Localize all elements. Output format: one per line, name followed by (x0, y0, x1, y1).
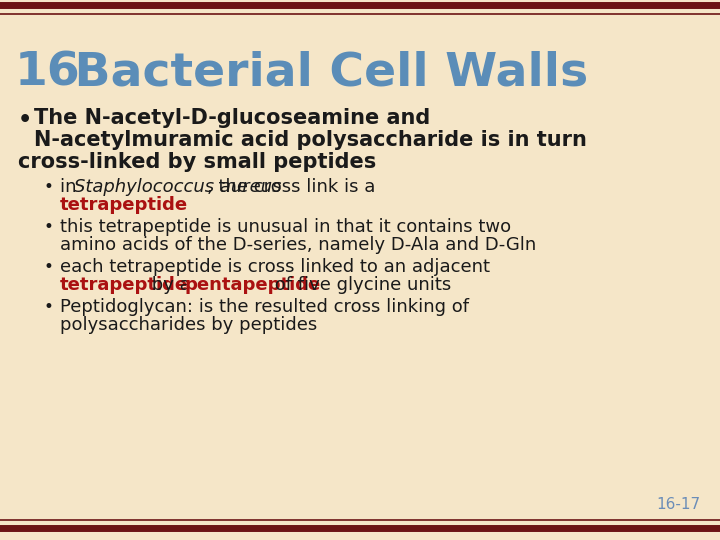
Text: The N-acetyl-D-glucoseamine and: The N-acetyl-D-glucoseamine and (34, 108, 431, 128)
Text: by a: by a (146, 276, 197, 294)
Text: 16-17: 16-17 (656, 497, 700, 512)
Text: •: • (44, 178, 54, 196)
Text: 16: 16 (15, 50, 81, 95)
Text: , the cross link is a: , the cross link is a (207, 178, 375, 196)
Text: of five glycine units: of five glycine units (269, 276, 451, 294)
Text: cross-linked by small peptides: cross-linked by small peptides (18, 152, 377, 172)
Text: •: • (44, 218, 54, 236)
Text: amino acids of the D-series, namely D-Ala and D-Gln: amino acids of the D-series, namely D-Al… (60, 236, 536, 254)
Text: polysaccharides by peptides: polysaccharides by peptides (60, 316, 318, 334)
Text: this tetrapeptide is unusual in that it contains two: this tetrapeptide is unusual in that it … (60, 218, 511, 236)
Text: in: in (60, 178, 82, 196)
Text: tetrapeptide: tetrapeptide (60, 276, 188, 294)
Text: each tetrapeptide is cross linked to an adjacent: each tetrapeptide is cross linked to an … (60, 258, 490, 276)
Text: •: • (44, 258, 54, 276)
Text: pentapeptide: pentapeptide (184, 276, 320, 294)
Text: Bacterial Cell Walls: Bacterial Cell Walls (58, 50, 588, 95)
Text: tetrapeptide: tetrapeptide (60, 196, 188, 214)
Text: N-acetylmuramic acid polysaccharide is in turn: N-acetylmuramic acid polysaccharide is i… (34, 130, 587, 150)
Text: •: • (18, 110, 32, 130)
Text: Peptidoglycan: is the resulted cross linking of: Peptidoglycan: is the resulted cross lin… (60, 298, 469, 316)
Text: Staphylococcus aureus: Staphylococcus aureus (74, 178, 282, 196)
Text: •: • (44, 298, 54, 316)
